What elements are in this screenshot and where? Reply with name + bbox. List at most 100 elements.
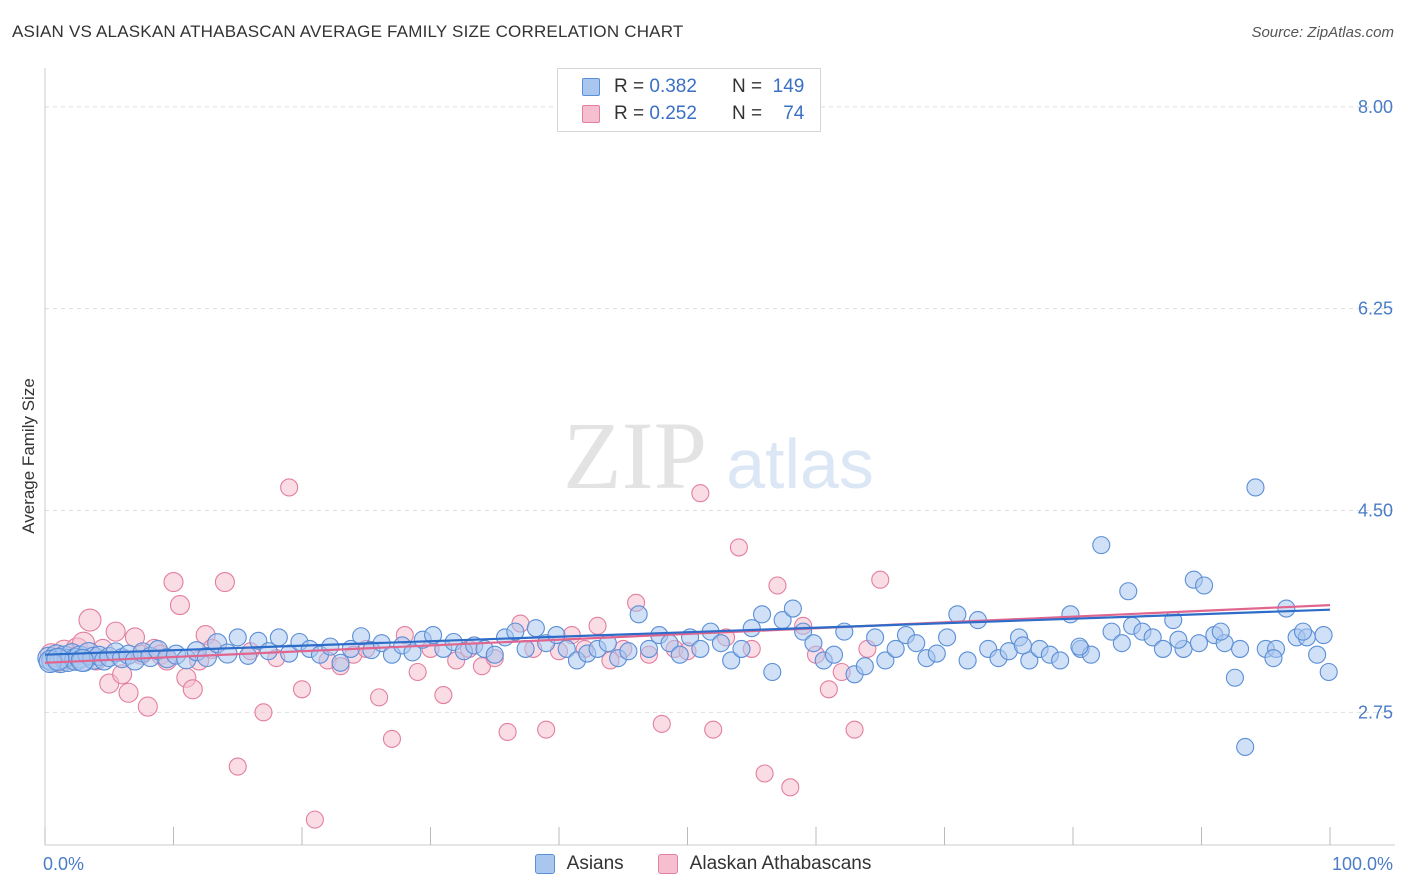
series-legend: Asians Alaskan Athabascans	[0, 850, 1406, 878]
grid-lines	[45, 106, 1395, 713]
asians-point	[752, 605, 772, 624]
legend-r-label: R =	[614, 103, 650, 124]
asians-point	[948, 605, 967, 624]
asians-point	[927, 644, 946, 663]
legend-label-asians: Asians	[566, 853, 624, 874]
alaskan-point	[105, 621, 126, 642]
alaskan-point	[228, 757, 247, 776]
trend-lines	[44, 603, 1331, 664]
asians-point	[1319, 662, 1338, 682]
legend-item-asians: Asians	[534, 853, 624, 875]
x-tick-labels: 0.0% 100.0%	[43, 854, 1393, 874]
asians-point	[1211, 622, 1230, 641]
asians-point	[1246, 478, 1265, 497]
x-tick-label-0: 0.0%	[43, 854, 84, 874]
asians-point	[1102, 622, 1121, 641]
asians-point	[1070, 637, 1089, 656]
alaskan-point	[755, 764, 774, 783]
asians-point	[280, 644, 299, 663]
asians-point	[938, 628, 957, 647]
asians-point	[269, 628, 288, 647]
asians-legend-swatch	[534, 854, 555, 874]
y-tick-label-1: 4.50	[1358, 501, 1393, 521]
legend-row-asians: R = 0.382 N = 149	[582, 74, 804, 100]
asians-point	[1013, 636, 1032, 655]
asians-point	[907, 634, 926, 653]
asians-point	[866, 628, 885, 647]
asians-point	[958, 651, 977, 670]
asians-point	[1314, 626, 1333, 645]
asians-point	[1195, 576, 1214, 595]
asians-point	[526, 619, 545, 638]
alaskan-point	[588, 616, 607, 635]
watermark: ZIP atlas	[563, 402, 874, 509]
asians-point	[46, 647, 70, 671]
asians-point	[711, 634, 730, 653]
x-tick-label-1: 100.0%	[1332, 854, 1393, 874]
asians-point	[691, 639, 710, 658]
y-axis-title: Average Family Size	[19, 378, 38, 534]
asians-point	[763, 662, 782, 682]
legend-n-value: 149	[772, 76, 805, 97]
alaskan-point	[305, 810, 324, 829]
asians-point	[485, 645, 504, 664]
legend-r-value: 0.252	[649, 103, 697, 124]
asians-point	[722, 651, 741, 670]
alaskan-point	[408, 662, 427, 682]
stats-legend: R = 0.382 N = 149 R = 0.252 N = 74	[557, 68, 821, 132]
asians-point	[732, 639, 751, 658]
asians-point	[331, 653, 350, 672]
alaskan-point	[652, 714, 671, 733]
asians-point	[1189, 634, 1208, 653]
legend-n-value: 74	[783, 103, 805, 124]
alaskan-point	[472, 657, 491, 676]
asians-point	[1169, 630, 1188, 649]
asians-point	[639, 639, 659, 658]
alaskan-point	[819, 680, 838, 699]
asians-point	[516, 639, 535, 658]
alaskan-point	[434, 686, 453, 705]
alaskan-point	[292, 680, 312, 699]
alaskan-point	[871, 570, 890, 589]
asians-trend-line	[44, 608, 1331, 656]
alaskan-point	[370, 688, 389, 707]
alaskan-point	[182, 679, 203, 700]
asians-point	[1143, 628, 1162, 647]
y-tick-label-3: 8.00	[1358, 97, 1393, 117]
alaskan-point	[781, 778, 800, 797]
asians-point	[886, 639, 905, 658]
legend-row-alaskan: R = 0.252 N = 74	[582, 101, 804, 127]
asians-swatch	[582, 78, 600, 96]
alaskan-point	[214, 571, 235, 593]
asians-point	[1153, 639, 1172, 658]
asians-point	[804, 634, 823, 653]
alaskan-point	[118, 682, 139, 703]
alaskan-point	[280, 478, 299, 497]
asians-point	[238, 646, 258, 665]
alaskan-point	[254, 703, 273, 722]
asians-point	[1112, 634, 1131, 653]
alaskan-point	[163, 571, 184, 593]
y-tick-label-0: 2.75	[1358, 702, 1393, 722]
watermark-atlas: atlas	[726, 425, 874, 503]
alaskan-point	[729, 538, 748, 557]
asians-point	[1231, 639, 1250, 658]
legend-label-alaskan: Alaskan Athabascans	[689, 853, 872, 874]
chart-title: ASIAN VS ALASKAN ATHABASCAN AVERAGE FAMI…	[12, 22, 684, 41]
alaskan-point	[137, 696, 158, 717]
alaskan-trend-line	[44, 603, 1331, 664]
asians-point	[742, 619, 761, 638]
asians-point	[228, 628, 247, 647]
alaskan-point	[691, 484, 710, 503]
asians-point	[783, 599, 802, 618]
alaskan-point	[845, 720, 864, 739]
asians-point	[629, 605, 648, 624]
source-credit: Source: ZipAtlas.com	[1251, 24, 1394, 41]
asians-point	[1051, 651, 1070, 670]
legend-r-value: 0.382	[649, 76, 697, 97]
asians-point	[1092, 536, 1111, 555]
watermark-zip: ZIP	[563, 402, 707, 509]
asians-point	[1277, 599, 1296, 618]
alaskan-point	[768, 576, 787, 595]
